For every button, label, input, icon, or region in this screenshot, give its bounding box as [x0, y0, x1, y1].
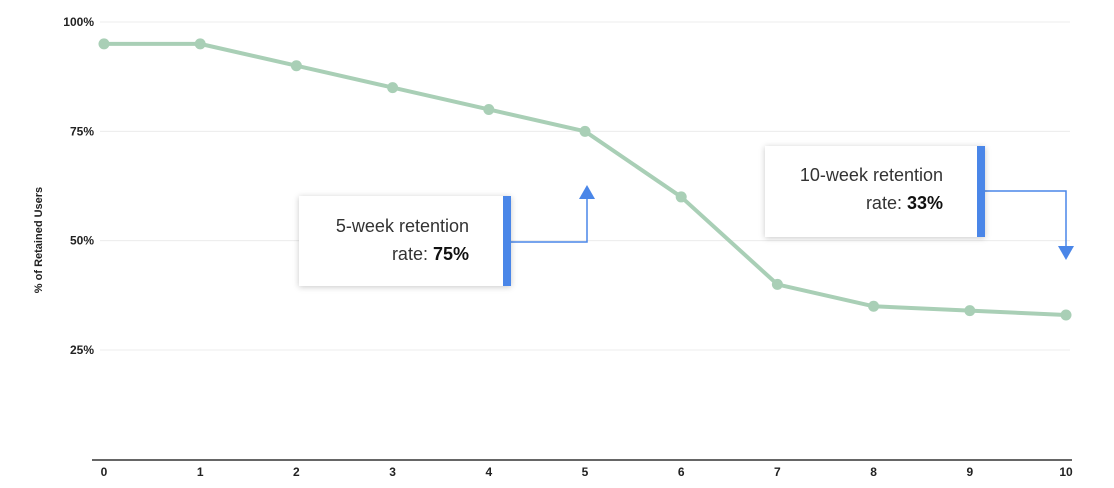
- arrow-head-up: [579, 185, 595, 199]
- y-axis-label: % of Retained Users: [33, 187, 45, 293]
- y-tick-label: 25%: [70, 343, 94, 357]
- callout-arrows: [511, 185, 1074, 260]
- y-tick-label: 50%: [70, 234, 94, 248]
- x-tick-label: 2: [293, 465, 300, 479]
- data-point: [98, 38, 110, 50]
- arrow-head-down: [1058, 246, 1074, 260]
- data-point: [675, 191, 687, 203]
- callout-5-week-title: 5-week retention: [335, 216, 469, 236]
- y-tick-labels: 100% 75% 50% 25%: [63, 15, 94, 357]
- x-tick-labels: 0 1 2 3 4 5 6 7 8 9 10: [101, 465, 1073, 479]
- x-tick-label: 6: [678, 465, 685, 479]
- data-point: [483, 103, 495, 115]
- y-tick-label: 100%: [63, 15, 94, 29]
- x-tick-label: 8: [870, 465, 877, 479]
- arrow-connector-5-week: [511, 195, 588, 243]
- data-point: [387, 82, 399, 94]
- callout-5-week-accent-bar: [503, 196, 511, 286]
- data-point: [290, 60, 302, 72]
- callout-5-week-value: 75%: [432, 244, 469, 264]
- callout-10-week-accent-bar: [977, 146, 985, 237]
- x-tick-label: 4: [485, 465, 492, 479]
- series-line-group: [98, 38, 1072, 321]
- data-point: [194, 38, 206, 50]
- data-point: [868, 300, 880, 312]
- x-tick-label: 3: [389, 465, 396, 479]
- callout-5-week: 5-week retention rate: 75%: [299, 196, 511, 286]
- callout-10-week: 10-week retention rate: 33%: [765, 146, 985, 237]
- data-point: [579, 125, 591, 137]
- callout-5-week-rate: rate: 75%: [391, 244, 469, 264]
- x-tick-label: 0: [101, 465, 108, 479]
- x-tick-label: 1: [197, 465, 204, 479]
- x-tick-label: 9: [966, 465, 973, 479]
- callout-10-week-title: 10-week retention: [799, 165, 943, 185]
- gridlines: [100, 21, 1070, 351]
- data-point: [964, 305, 976, 317]
- callout-10-week-rate: rate: 33%: [865, 193, 943, 213]
- data-point: [771, 278, 783, 290]
- data-point: [1060, 309, 1072, 321]
- arrow-connector-10-week: [985, 190, 1067, 250]
- x-tick-label: 5: [582, 465, 589, 479]
- x-tick-label: 10: [1059, 465, 1073, 479]
- x-tick-label: 7: [774, 465, 781, 479]
- y-tick-label: 75%: [70, 124, 94, 138]
- callout-10-week-value: 33%: [906, 193, 943, 213]
